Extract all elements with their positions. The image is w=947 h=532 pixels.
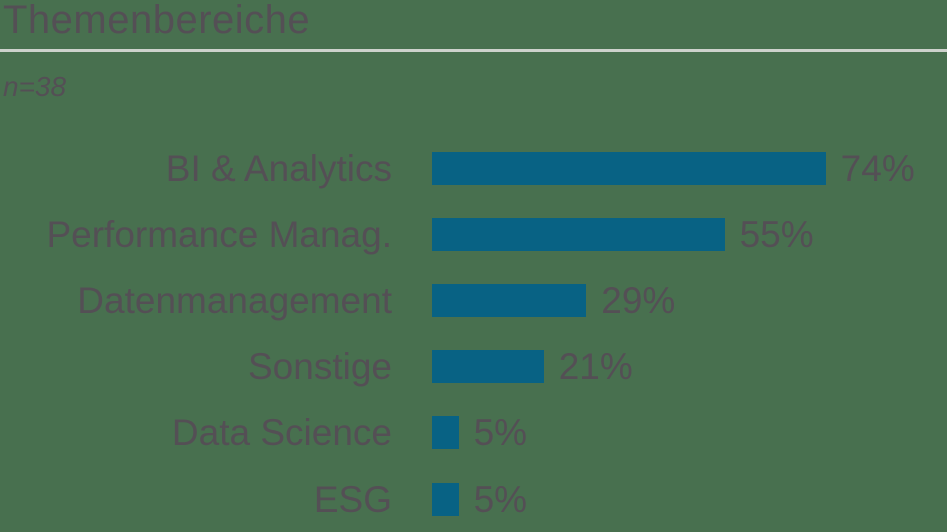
value-label: 29%: [601, 279, 676, 321]
bar: [432, 217, 725, 251]
value-label: 21%: [558, 346, 633, 388]
bar-chart: BI & Analytics 74% Performance Manag. 55…: [0, 135, 947, 532]
chart-row: Data Science 5%: [0, 400, 947, 466]
chart-row: Sonstige 21%: [0, 334, 947, 400]
category-label: ESG: [313, 478, 392, 520]
chart-row: ESG 5%: [0, 466, 947, 532]
bar: [432, 283, 587, 317]
chart-row: BI & Analytics 74%: [0, 135, 947, 201]
page-title: Themenbereiche: [3, 0, 311, 42]
chart-row: Datenmanagement 29%: [0, 267, 947, 333]
value-label: 55%: [739, 213, 814, 255]
value-label: 5%: [473, 412, 528, 454]
bar: [432, 151, 826, 185]
sample-size-label: n=38: [3, 71, 67, 102]
value-label: 5%: [473, 478, 528, 520]
bar: [432, 482, 459, 516]
category-label: Datenmanagement: [77, 279, 392, 321]
title-separator: [0, 49, 947, 52]
chart-row: Performance Manag. 55%: [0, 201, 947, 267]
category-label: Data Science: [171, 412, 392, 454]
bar: [432, 416, 459, 450]
category-label: Performance Manag.: [46, 213, 392, 255]
bar: [432, 350, 544, 384]
value-label: 74%: [840, 147, 915, 189]
category-label: BI & Analytics: [165, 147, 392, 189]
category-label: Sonstige: [248, 346, 392, 388]
